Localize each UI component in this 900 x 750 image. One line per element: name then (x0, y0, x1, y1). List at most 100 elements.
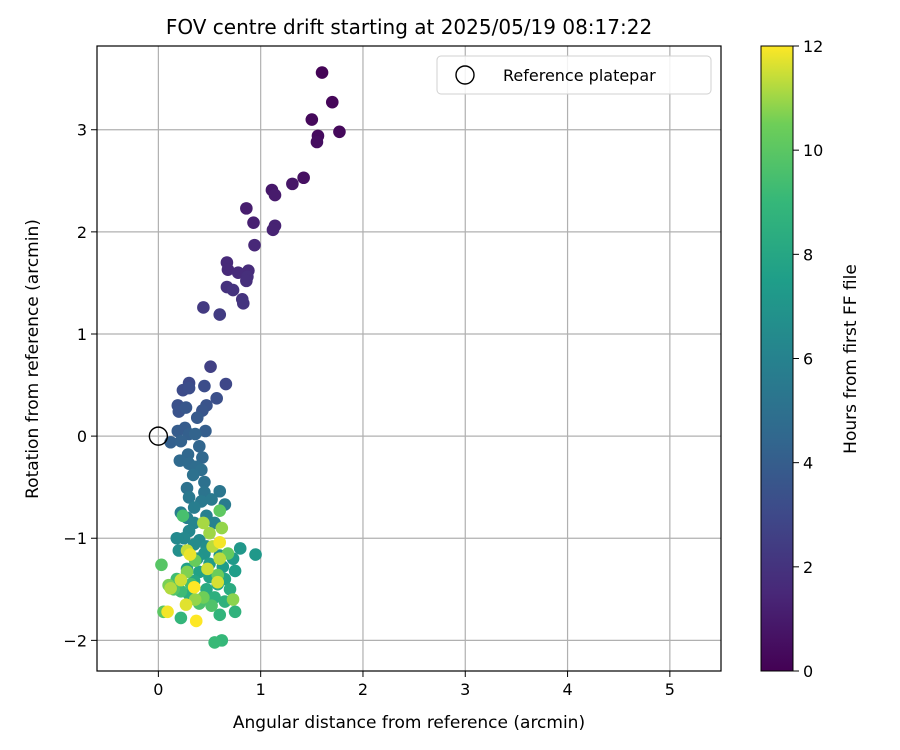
scatter-point (174, 573, 188, 587)
legend-box (436, 55, 712, 95)
scatter-point (164, 581, 177, 595)
scatter-point (310, 135, 324, 149)
colorbar-tick-label: 2 (803, 558, 813, 577)
colorbar-gradient (760, 45, 794, 672)
scatter-point (333, 125, 346, 139)
y-tick-label: 1 (77, 325, 87, 344)
colorbar-tick-label: 10 (803, 141, 823, 160)
scatter-point (190, 411, 204, 425)
scatter-point (240, 202, 253, 215)
colorbar-ticks: 0 2 4 6 8 10 12 (793, 37, 823, 681)
y-tick-label: −2 (63, 631, 87, 650)
scatter-point (305, 113, 319, 126)
scatter-point (211, 575, 225, 589)
y-tick-label: −1 (63, 529, 87, 548)
plot-area: 0 1 2 3 4 5 −2 −1 0 1 2 3 (63, 45, 722, 699)
scatter-point (247, 216, 260, 229)
scatter-point (199, 424, 212, 438)
scatter-points (155, 66, 346, 649)
scatter-point (174, 611, 188, 625)
scatter-point (176, 509, 190, 523)
scatter-point (203, 526, 216, 540)
x-tick-label: 2 (358, 680, 368, 699)
scatter-point (268, 188, 282, 202)
x-tick-label: 4 (562, 680, 572, 699)
scatter-point (205, 599, 218, 612)
scatter-point (226, 283, 240, 297)
scatter-point (213, 484, 227, 498)
scatter-point (208, 636, 221, 649)
scatter-point (297, 171, 310, 185)
scatter-point (210, 392, 223, 405)
scatter-point (228, 564, 242, 578)
y-axis-ticks: −2 −1 0 1 2 3 (63, 121, 97, 650)
y-tick-label: 0 (77, 427, 87, 446)
scatter-point (171, 424, 185, 438)
scatter-point (315, 66, 329, 79)
scatter-point (213, 308, 227, 321)
chart-title: FOV centre drift starting at 2025/05/19 … (166, 15, 652, 39)
plot-frame (96, 45, 722, 672)
legend: Reference platepar (436, 55, 712, 95)
scatter-point (240, 274, 253, 288)
scatter-point (187, 501, 201, 514)
scatter-point (179, 401, 193, 414)
legend-open-circle-icon (455, 65, 475, 85)
scatter-point (170, 531, 184, 545)
scatter-point (226, 593, 240, 606)
scatter-point (198, 379, 211, 393)
scatter-point (201, 562, 214, 576)
scatter-point (188, 427, 202, 441)
scatter-point (236, 297, 250, 310)
x-tick-label: 5 (665, 680, 675, 699)
scatter-point (204, 360, 217, 373)
scatter-point (228, 605, 242, 619)
scatter-point (197, 301, 210, 314)
colorbar-tick-label: 12 (803, 37, 823, 56)
grid-lines (97, 46, 721, 671)
x-axis-ticks: 0 1 2 3 4 5 (153, 671, 675, 699)
legend-entry-reference-platepar: Reference platepar (503, 66, 656, 85)
scatter-point (161, 605, 174, 619)
scatter-point (174, 434, 188, 448)
scatter-point (205, 493, 218, 506)
scatter-point (213, 536, 227, 549)
colorbar-tick-label: 6 (803, 350, 813, 369)
scatter-point (221, 263, 235, 276)
scatter-point (213, 552, 227, 565)
y-tick-label: 2 (77, 223, 87, 242)
scatter-point (182, 381, 196, 395)
scatter-point (266, 223, 280, 237)
scatter-point (219, 377, 233, 391)
scatter-point (186, 468, 200, 482)
scatter-point (196, 451, 209, 464)
scatter-point (248, 238, 261, 252)
reference-platepar-marker (148, 426, 169, 446)
scatter-point (198, 475, 211, 489)
scatter-point (155, 558, 168, 572)
scatter-point (192, 440, 206, 453)
colorbar-tick-label: 0 (803, 662, 813, 681)
scatter-point (188, 593, 202, 606)
scatter-point (249, 548, 262, 561)
x-tick-label: 0 (153, 680, 163, 699)
scatter-point (189, 614, 203, 628)
scatter-point (215, 521, 229, 535)
y-axis-label: Rotation from reference (arcmin) (23, 219, 43, 499)
scatter-point (325, 95, 339, 109)
scatter-point (179, 598, 193, 611)
scatter-point (213, 608, 227, 622)
scatter-point (286, 177, 299, 191)
scatter-point (233, 542, 247, 555)
scatter-point (183, 548, 197, 561)
y-tick-label: 3 (77, 121, 87, 140)
scatter-point (182, 491, 196, 504)
scatter-point (213, 504, 227, 517)
colorbar-tick-label: 4 (803, 454, 813, 473)
scatter-point (187, 580, 201, 594)
scatter-point (197, 516, 210, 530)
colorbar: 0 2 4 6 8 10 12 Hours from first FF file (760, 37, 861, 681)
colorbar-tick-label: 8 (803, 245, 813, 264)
colorbar-label: Hours from first FF file (841, 264, 861, 454)
